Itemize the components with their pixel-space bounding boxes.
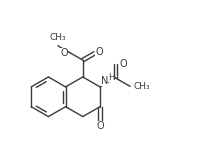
Text: H: H	[108, 73, 114, 82]
Text: O: O	[60, 48, 68, 58]
Text: O: O	[119, 59, 127, 69]
Text: CH₃: CH₃	[49, 33, 66, 42]
Text: O: O	[95, 47, 103, 57]
Text: CH₃: CH₃	[133, 82, 150, 91]
Text: O: O	[96, 120, 104, 131]
Text: N: N	[101, 76, 108, 86]
